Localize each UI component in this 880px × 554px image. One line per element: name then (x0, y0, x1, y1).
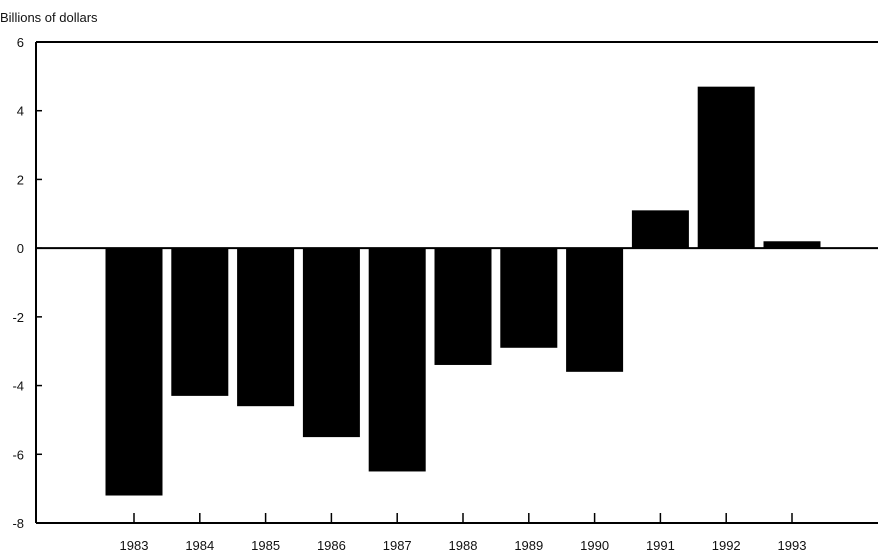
x-tick-label-1992: 1992 (712, 538, 741, 553)
bar-1986 (302, 248, 360, 438)
bar-1983 (105, 248, 163, 496)
x-tick-label-1991: 1991 (646, 538, 675, 553)
x-axis: 1983 1984 1985 1986 1987 1988 1989 1990 1991 1992… (120, 513, 807, 553)
x-tick-label-1989: 1989 (514, 538, 543, 553)
x-tick-label-1986: 1986 (317, 538, 346, 553)
bar-1987 (368, 248, 426, 472)
bar-1984 (171, 248, 229, 396)
bar-1989 (500, 248, 558, 348)
bar-1990 (566, 248, 624, 372)
bars (105, 86, 821, 496)
x-tick-label-1990: 1990 (580, 538, 609, 553)
y-tick-label: -4 (12, 379, 24, 394)
y-tick-label: 6 (17, 35, 24, 50)
y-axis: 6 4 2 0 -2 -4 -6 -8 (12, 35, 42, 531)
y-tick-label: 0 (17, 241, 24, 256)
x-tick-label-1987: 1987 (383, 538, 412, 553)
y-tick-label: 2 (17, 172, 24, 187)
y-axis-label: Billions of dollars (0, 10, 98, 25)
y-tick-label: -8 (12, 516, 24, 531)
y-tick-label: -6 (12, 447, 24, 462)
y-tick-label: 4 (17, 104, 24, 119)
x-tick-label-1984: 1984 (185, 538, 214, 553)
bar-1993 (763, 241, 821, 249)
x-tick-label-1993: 1993 (778, 538, 807, 553)
bar-1985 (237, 248, 295, 407)
x-tick-label-1983: 1983 (120, 538, 149, 553)
bar-1991 (631, 210, 689, 249)
x-tick-label-1985: 1985 (251, 538, 280, 553)
x-tick-label-1988: 1988 (449, 538, 478, 553)
bar-1992 (697, 86, 755, 249)
bar-1988 (434, 248, 492, 365)
y-tick-label: -2 (12, 310, 24, 325)
